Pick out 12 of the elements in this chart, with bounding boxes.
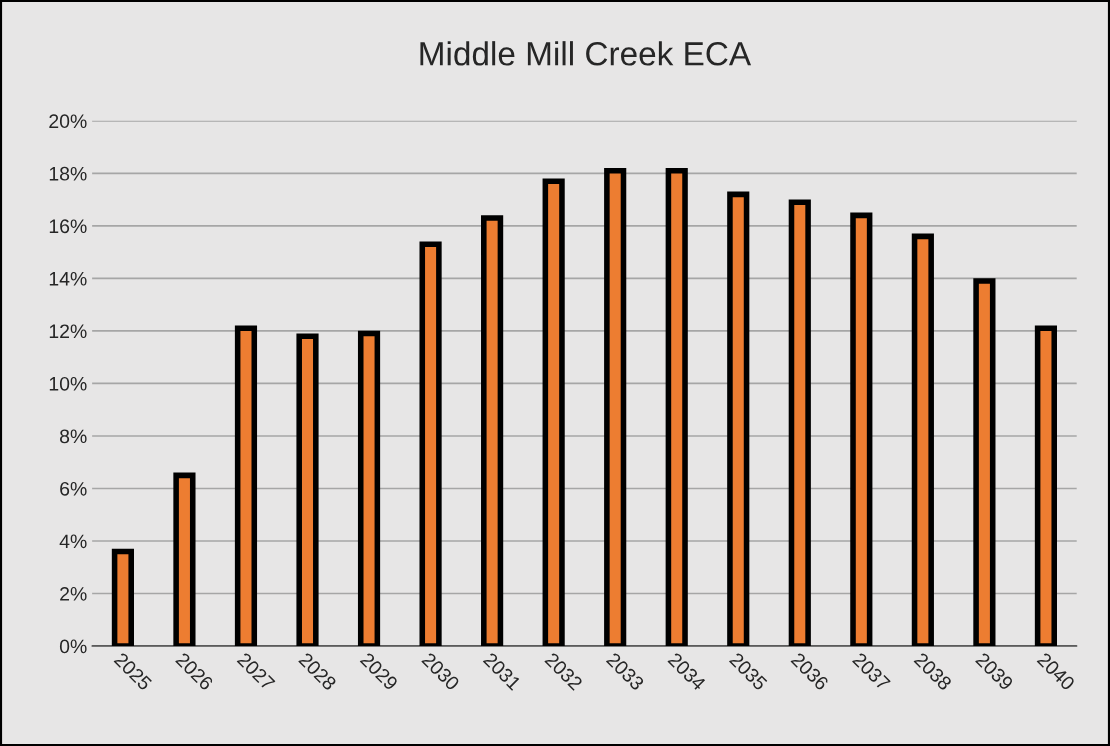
- y-tick-label: 16%: [49, 219, 87, 234]
- y-tick-label: 14%: [49, 271, 87, 286]
- y-tick-label: 4%: [59, 534, 87, 549]
- y-tick-label: 0%: [59, 639, 87, 654]
- y-tick-label: 2%: [60, 586, 87, 601]
- y-tick-label: 12%: [49, 324, 87, 339]
- y-tick-label: 8%: [60, 429, 87, 444]
- chart-title: Middle Mill Creek ECA: [420, 41, 752, 66]
- y-tick-label: 18%: [49, 166, 87, 181]
- y-tick-label: 20%: [49, 114, 87, 129]
- y-tick-label: 6%: [60, 481, 87, 496]
- y-tick-label: 10%: [49, 376, 87, 391]
